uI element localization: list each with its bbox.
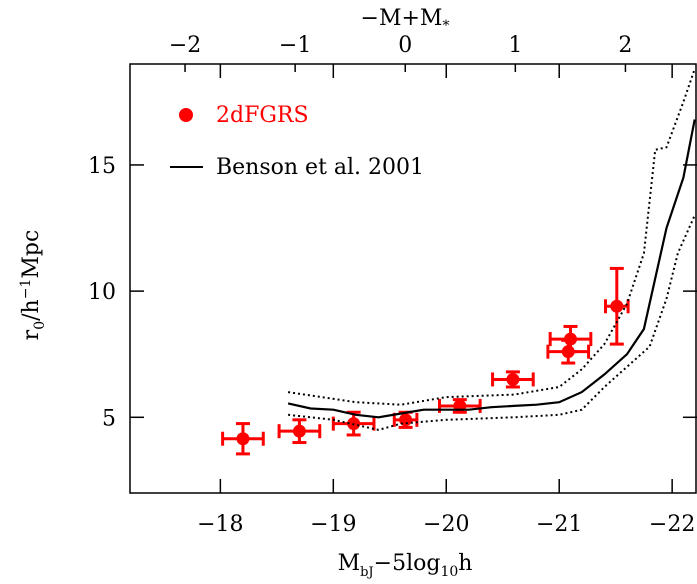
x2-axis-label: −M+M* — [361, 6, 450, 34]
x-axis-label-part: bJ — [360, 565, 374, 580]
y-axis-label-part: 0 — [32, 321, 48, 330]
data-point — [506, 372, 520, 386]
x2-tick-label: −2 — [169, 33, 201, 58]
y-axis-label-part: r — [19, 329, 44, 340]
plot-frame — [129, 63, 697, 494]
x-axis-label-part: h — [458, 551, 472, 576]
x-axis-label: MbJ−5log10h — [338, 551, 473, 580]
x2-tick-label: −1 — [279, 33, 311, 58]
x2-axis-label-part: −M+M — [361, 6, 443, 31]
y-tick-label: 15 — [88, 154, 116, 179]
y-tick-label: 10 — [88, 280, 116, 305]
x2-axis-label-part: * — [442, 18, 449, 34]
y-axis-label: r0/h−1Mpc — [18, 230, 48, 341]
x-axis-label-part: −5log — [374, 551, 441, 576]
legend-label: 2dFGRS — [216, 103, 309, 128]
x-tick-label: −20 — [423, 512, 469, 537]
x-axis-label-part: 10 — [440, 564, 458, 580]
y-tick-label: 5 — [102, 406, 116, 431]
x-axis-label-part: M — [338, 551, 361, 576]
y-axis-label-part: /h — [19, 299, 44, 321]
legend-marker — [179, 108, 193, 122]
x2-tick-label: 0 — [398, 33, 412, 58]
x-tick-label: −22 — [649, 512, 695, 537]
data-point — [399, 413, 413, 427]
x-tick-label: −19 — [310, 512, 356, 537]
data-point — [610, 299, 624, 313]
legend-label: Benson et al. 2001 — [216, 155, 424, 180]
data-point — [563, 332, 577, 346]
y-axis-label-part: Mpc — [19, 230, 44, 279]
model-range-line — [287, 214, 696, 431]
x-tick-label: −21 — [536, 512, 582, 537]
x2-tick-label: 2 — [618, 33, 632, 58]
data-point — [236, 432, 250, 446]
model-range-line — [287, 68, 696, 406]
data-point — [292, 424, 306, 438]
y-axis-label-part: −1 — [18, 279, 34, 300]
x-tick-label: −18 — [197, 512, 243, 537]
x2-tick-label: 1 — [508, 33, 522, 58]
model-line — [287, 119, 696, 419]
